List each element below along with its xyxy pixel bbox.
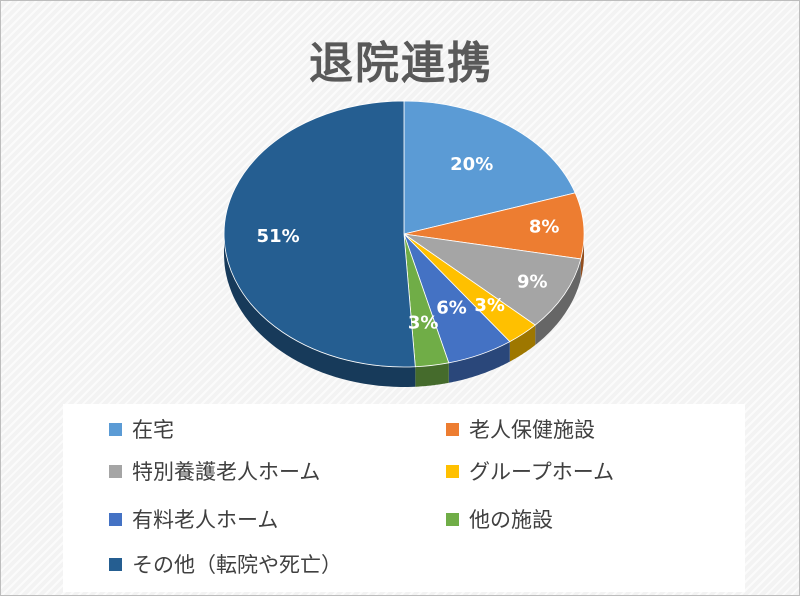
pie-side-4 xyxy=(448,341,510,383)
pie-data-label-1: 8% xyxy=(529,217,560,238)
legend-item-zaitaku: 在宅 xyxy=(109,414,174,444)
pie-slice-1 xyxy=(403,192,585,260)
pie-data-label-0: 20% xyxy=(450,154,493,175)
pie-data-label-3: 3% xyxy=(474,295,505,316)
legend-item-other-facility: 他の施設 xyxy=(446,504,553,534)
pie-data-label-2: 9% xyxy=(517,271,548,292)
legend-swatch xyxy=(109,557,122,571)
legend-item-yuryou: 有料老人ホーム xyxy=(109,504,278,534)
chart-legend: 在宅 老人保健施設 特別養護老人ホーム グループホーム 有料老人ホーム 他の施設… xyxy=(63,404,745,592)
chart-title: 退院連携 xyxy=(309,38,493,89)
pie-data-label-5: 3% xyxy=(408,312,439,333)
pie-side-2 xyxy=(535,258,581,345)
legend-label: 特別養護老人ホーム xyxy=(132,460,321,484)
pie-slice-0 xyxy=(403,100,576,235)
pie-slices xyxy=(223,100,585,368)
legend-item-tokuyou: 特別養護老人ホーム xyxy=(109,456,320,486)
pie-data-label-4: 6% xyxy=(436,298,467,319)
legend-label: 老人保健施設 xyxy=(469,418,595,442)
legend-swatch xyxy=(109,464,122,478)
pie-chart: 20%8%9%3%6%3%51% xyxy=(223,100,585,387)
pie-data-label-6: 51% xyxy=(257,226,300,247)
legend-item-group-home: グループホーム xyxy=(446,456,614,486)
legend-swatch xyxy=(446,422,459,436)
pie-slice-2 xyxy=(403,233,582,326)
legend-swatch xyxy=(446,512,459,526)
pie-side-6 xyxy=(224,234,416,387)
legend-label: その他（転院や死亡） xyxy=(132,553,342,577)
pie-sides xyxy=(224,234,584,387)
legend-label: 他の施設 xyxy=(469,508,553,532)
legend-item-other: その他（転院や死亡） xyxy=(109,549,342,579)
legend-label: 有料老人ホーム xyxy=(132,508,279,532)
legend-label: グループホーム xyxy=(469,460,615,484)
legend-label: 在宅 xyxy=(132,418,174,442)
pie-side-1 xyxy=(580,234,584,279)
pie-side-5 xyxy=(415,362,449,387)
pie-side-3 xyxy=(509,325,536,362)
legend-swatch xyxy=(109,422,122,436)
legend-item-roujin-hoken: 老人保健施設 xyxy=(446,414,595,444)
pie-data-labels: 20%8%9%3%6%3%51% xyxy=(257,154,560,333)
legend-swatch xyxy=(109,512,122,526)
pie-slice-6 xyxy=(223,100,416,368)
legend-swatch xyxy=(446,464,459,478)
